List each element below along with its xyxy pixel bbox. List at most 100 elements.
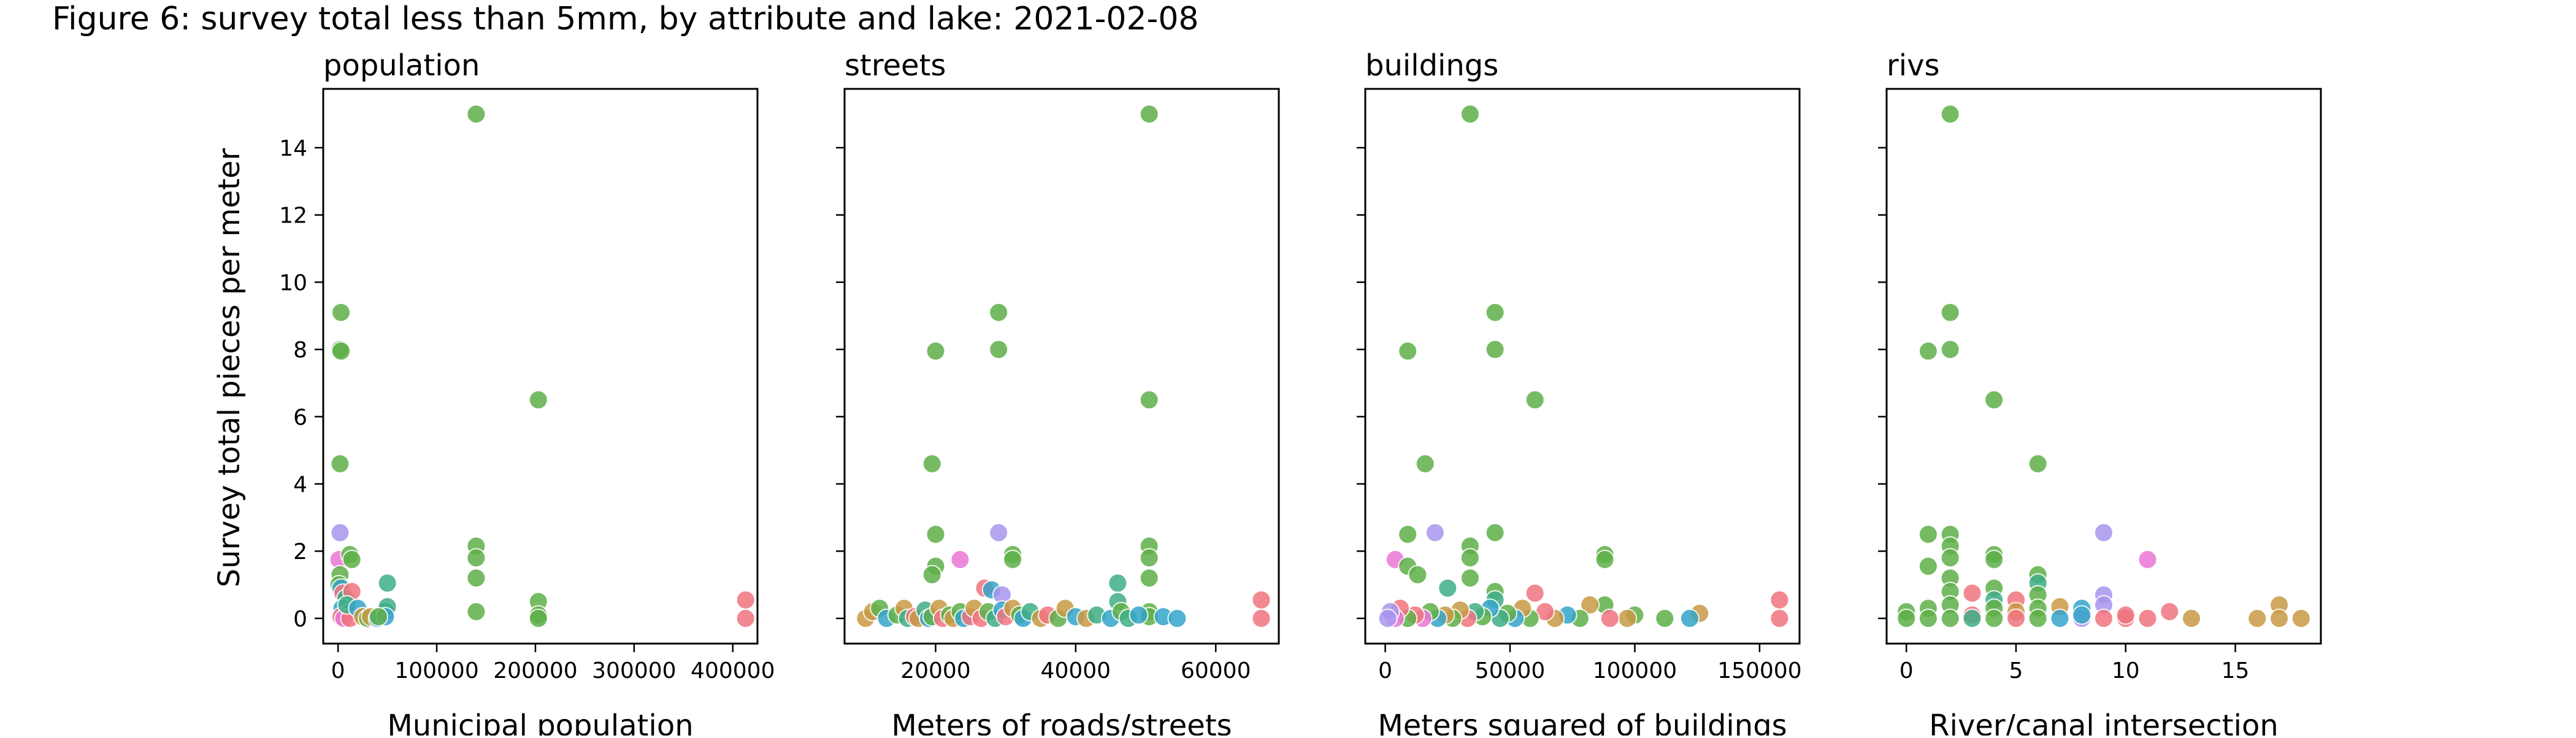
scatter-point <box>1680 608 1700 628</box>
scatter-points <box>856 104 1271 628</box>
panel-title: streets <box>845 48 946 83</box>
x-tick-label: 0 <box>1899 658 1914 683</box>
scatter-point <box>1003 549 1023 569</box>
scatter-point <box>342 549 362 569</box>
scatter-point <box>1940 104 1960 124</box>
scatter-point <box>926 341 946 361</box>
scatter-points <box>1896 104 2311 628</box>
scatter-point <box>1617 608 1638 628</box>
plot-area-frame <box>1885 88 2322 645</box>
scatter-point <box>926 524 946 544</box>
scatter-point <box>1525 583 1545 603</box>
scatter-point <box>2006 608 2026 628</box>
scatter-point <box>1595 549 1615 569</box>
scatter-point <box>2182 608 2201 628</box>
scatter-point <box>331 341 351 361</box>
scatter-point <box>1425 523 1445 542</box>
scatter-point <box>2050 608 2070 628</box>
scatter-point <box>377 573 397 593</box>
scatter-point <box>735 590 756 610</box>
scatter-point <box>1984 390 2004 410</box>
scatter-point <box>989 340 1009 360</box>
scatter-point <box>950 549 970 569</box>
x-axis-label: River/canal intersection <box>1929 709 2278 736</box>
scatter-point <box>735 608 756 628</box>
scatter-point <box>1940 608 1960 628</box>
scatter-point <box>369 607 389 627</box>
scatter-point <box>2094 608 2114 628</box>
plot-area-frame <box>322 88 759 645</box>
x-tick-label: 200000 <box>493 658 577 683</box>
scatter-point <box>1139 568 1159 588</box>
scatter-point <box>2094 523 2114 542</box>
scatter-point <box>1251 590 1271 610</box>
y-tick-label: 4 <box>293 472 307 497</box>
scatter-point <box>466 548 486 568</box>
scatter-point <box>989 523 1009 542</box>
scatter-point <box>1984 549 2004 569</box>
scatter-points <box>1378 104 1790 628</box>
scatter-point <box>1139 104 1159 124</box>
scatter-point <box>2247 608 2267 628</box>
scatter-point <box>2137 608 2158 628</box>
y-tick-label: 10 <box>279 270 307 295</box>
x-axis-label: Meters of roads/streets <box>891 709 1232 736</box>
x-tick-label: 10 <box>2112 658 2140 683</box>
x-tick-label: 100000 <box>394 658 478 683</box>
y-axis-label: Survey total pieces per meter <box>212 148 247 587</box>
scatter-point <box>1655 608 1675 628</box>
scatter-point <box>1460 104 1480 124</box>
scatter-point <box>331 302 351 322</box>
scatter-point <box>1940 340 1960 360</box>
scatter-point <box>1139 548 1159 568</box>
scatter-point <box>1918 341 1938 361</box>
scatter-point <box>2137 549 2158 569</box>
y-tick-label: 12 <box>279 204 307 229</box>
scatter-point <box>1415 454 1435 474</box>
scatter-point <box>922 565 942 585</box>
x-tick-label: 15 <box>2221 658 2250 683</box>
scatter-point <box>1525 390 1545 410</box>
y-tick-label: 0 <box>293 607 307 632</box>
panel-buildings: buildings 0 50000 100000 150000 Meters square… <box>1357 48 1802 738</box>
scatter-point <box>1460 548 1480 568</box>
scatter-points <box>329 104 756 628</box>
panel-title: rivs <box>1887 48 1939 83</box>
x-tick-label: 100000 <box>1593 658 1677 683</box>
scatter-point <box>1485 302 1505 322</box>
scatter-point <box>466 568 486 588</box>
x-tick-label: 150000 <box>1717 658 1801 683</box>
scatter-point <box>1580 595 1600 615</box>
scatter-point <box>2028 454 2048 474</box>
y-tick-label: 2 <box>293 539 307 565</box>
scatter-point <box>1460 568 1480 588</box>
scatter-point <box>1600 608 1620 628</box>
panel-population: population 0 2 4 6 8 10 12 14 0 100000 200000 300000… <box>279 48 775 738</box>
figure-title: Figure 6: survey total less than 5mm, by… <box>52 1 1199 37</box>
scatter-point <box>1940 302 1960 322</box>
x-tick-label: 50000 <box>1475 658 1546 683</box>
scatter-point <box>1918 608 1938 628</box>
scatter-point <box>330 523 350 542</box>
x-tick-label: 20000 <box>900 658 971 683</box>
scatter-point <box>330 454 350 474</box>
scatter-point <box>1129 605 1149 625</box>
scatter-point <box>1485 523 1505 542</box>
scatter-point <box>1769 608 1790 628</box>
panel-streets: streets 20000 40000 60000 Meters of roads/st… <box>836 48 1280 738</box>
scatter-point <box>1139 390 1159 410</box>
scatter-point <box>466 104 486 124</box>
scatter-point <box>1167 608 1187 628</box>
scatter-point <box>2291 608 2311 628</box>
scatter-point <box>1251 608 1271 628</box>
x-axis-label: Meters squared of buildings <box>1378 709 1787 736</box>
scatter-point <box>1398 341 1418 361</box>
x-axis-label: Municipal population <box>387 709 693 736</box>
panel-rivs: rivs 0 5 10 15 River/canal intersection <box>1878 48 2322 738</box>
scatter-point <box>528 390 548 410</box>
scatter-point <box>1940 548 1960 568</box>
scatter-point <box>1408 565 1428 585</box>
